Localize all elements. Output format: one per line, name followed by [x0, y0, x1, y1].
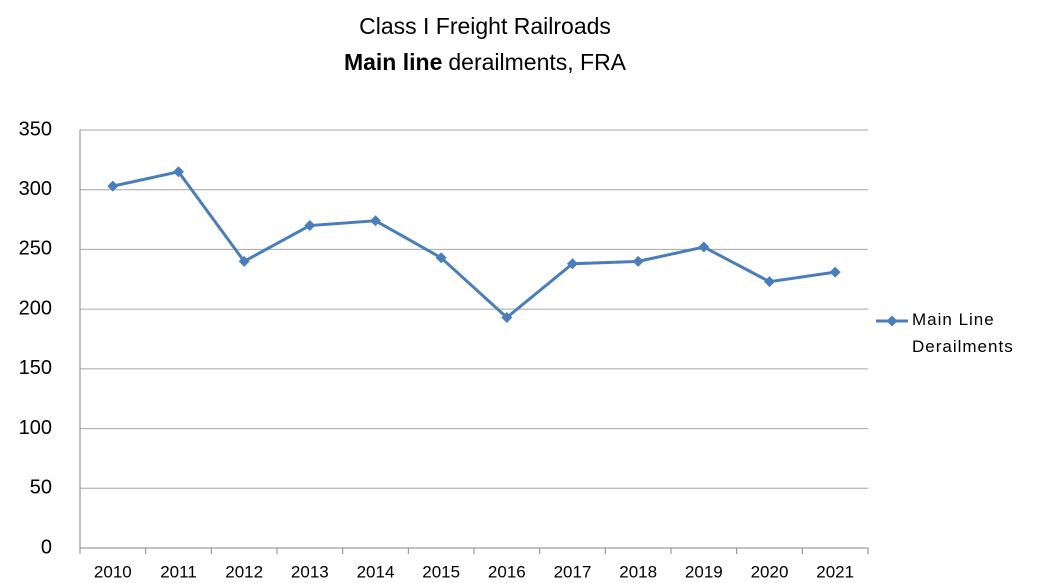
y-tick-label: 250 — [19, 238, 52, 260]
point-marker — [304, 220, 316, 232]
point-marker — [238, 255, 250, 267]
x-tick-label: 2015 — [422, 562, 460, 581]
legend-marker — [886, 315, 898, 327]
point-marker — [698, 241, 710, 253]
x-tick-label: 2021 — [816, 562, 854, 581]
y-tick-label: 300 — [19, 178, 52, 200]
point-marker — [173, 166, 184, 178]
y-tick-label: 350 — [19, 118, 52, 140]
chart-title: Class I Freight Railroads — [359, 13, 611, 39]
subtitle-rest: derailments, FRA — [448, 49, 626, 75]
point-marker — [829, 266, 841, 278]
legend-label: Main Line Derailments — [912, 310, 1014, 356]
x-tick-label: 2019 — [685, 562, 723, 581]
y-tick-label: 0 — [41, 536, 52, 558]
x-tick-label: 2010 — [94, 562, 132, 581]
x-tick-label: 2011 — [160, 562, 197, 581]
y-tick-label: 200 — [19, 297, 52, 319]
y-tick-label: 150 — [19, 357, 52, 379]
point-marker — [370, 215, 381, 227]
chart-subtitle: Main line derailments, FRA — [344, 49, 627, 75]
point-marker — [435, 252, 447, 264]
point-marker — [107, 180, 119, 192]
point-marker — [632, 255, 644, 267]
y-tick-label: 50 — [30, 477, 52, 499]
legend-line-text: Main Line — [912, 310, 995, 329]
x-tick-label: 2012 — [225, 562, 263, 581]
subtitle-bold: Main line — [344, 49, 442, 75]
legend-line-text: Derailments — [912, 337, 1014, 356]
point-marker — [764, 276, 775, 288]
series-line — [112, 170, 836, 320]
x-tick-label: 2017 — [554, 562, 592, 581]
x-tick-label: 2018 — [619, 562, 657, 581]
x-tick-label: 2013 — [291, 562, 329, 581]
x-tick-label: 2020 — [751, 562, 789, 581]
point-marker — [501, 312, 513, 324]
x-tick-label: 2016 — [488, 562, 526, 581]
y-tick-label: 100 — [19, 417, 52, 439]
point-marker — [567, 258, 578, 270]
x-tick-label: 2014 — [357, 562, 395, 581]
